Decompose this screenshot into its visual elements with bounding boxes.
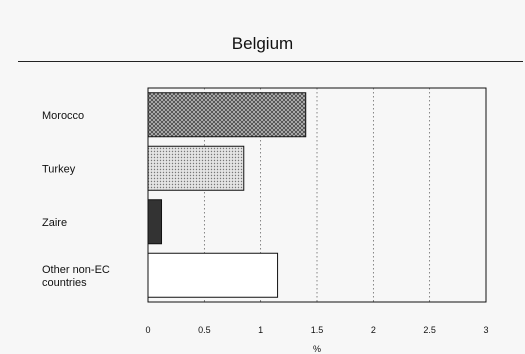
bar: [147, 92, 307, 138]
x-tick-label: 0.5: [198, 325, 211, 335]
x-tick-label: 1.5: [311, 325, 324, 335]
category-label: Other non-EC countries: [42, 264, 110, 289]
bar: [147, 252, 279, 298]
x-tick-label: 3: [483, 325, 488, 335]
x-tick-label: 0: [145, 325, 150, 335]
category-label: Zaire: [42, 217, 67, 229]
title-divider: [18, 61, 523, 62]
plot-frame: [147, 87, 487, 303]
category-label: Morocco: [42, 110, 84, 122]
x-tick-label: 2.5: [423, 325, 436, 335]
bar: [147, 145, 245, 191]
x-tick-label: 2: [371, 325, 376, 335]
x-tick-label: 1: [258, 325, 263, 335]
category-label: Turkey: [42, 163, 76, 175]
x-axis-label: %: [313, 344, 321, 354]
chart-title: Belgium: [231, 34, 294, 53]
bar: [147, 199, 163, 245]
